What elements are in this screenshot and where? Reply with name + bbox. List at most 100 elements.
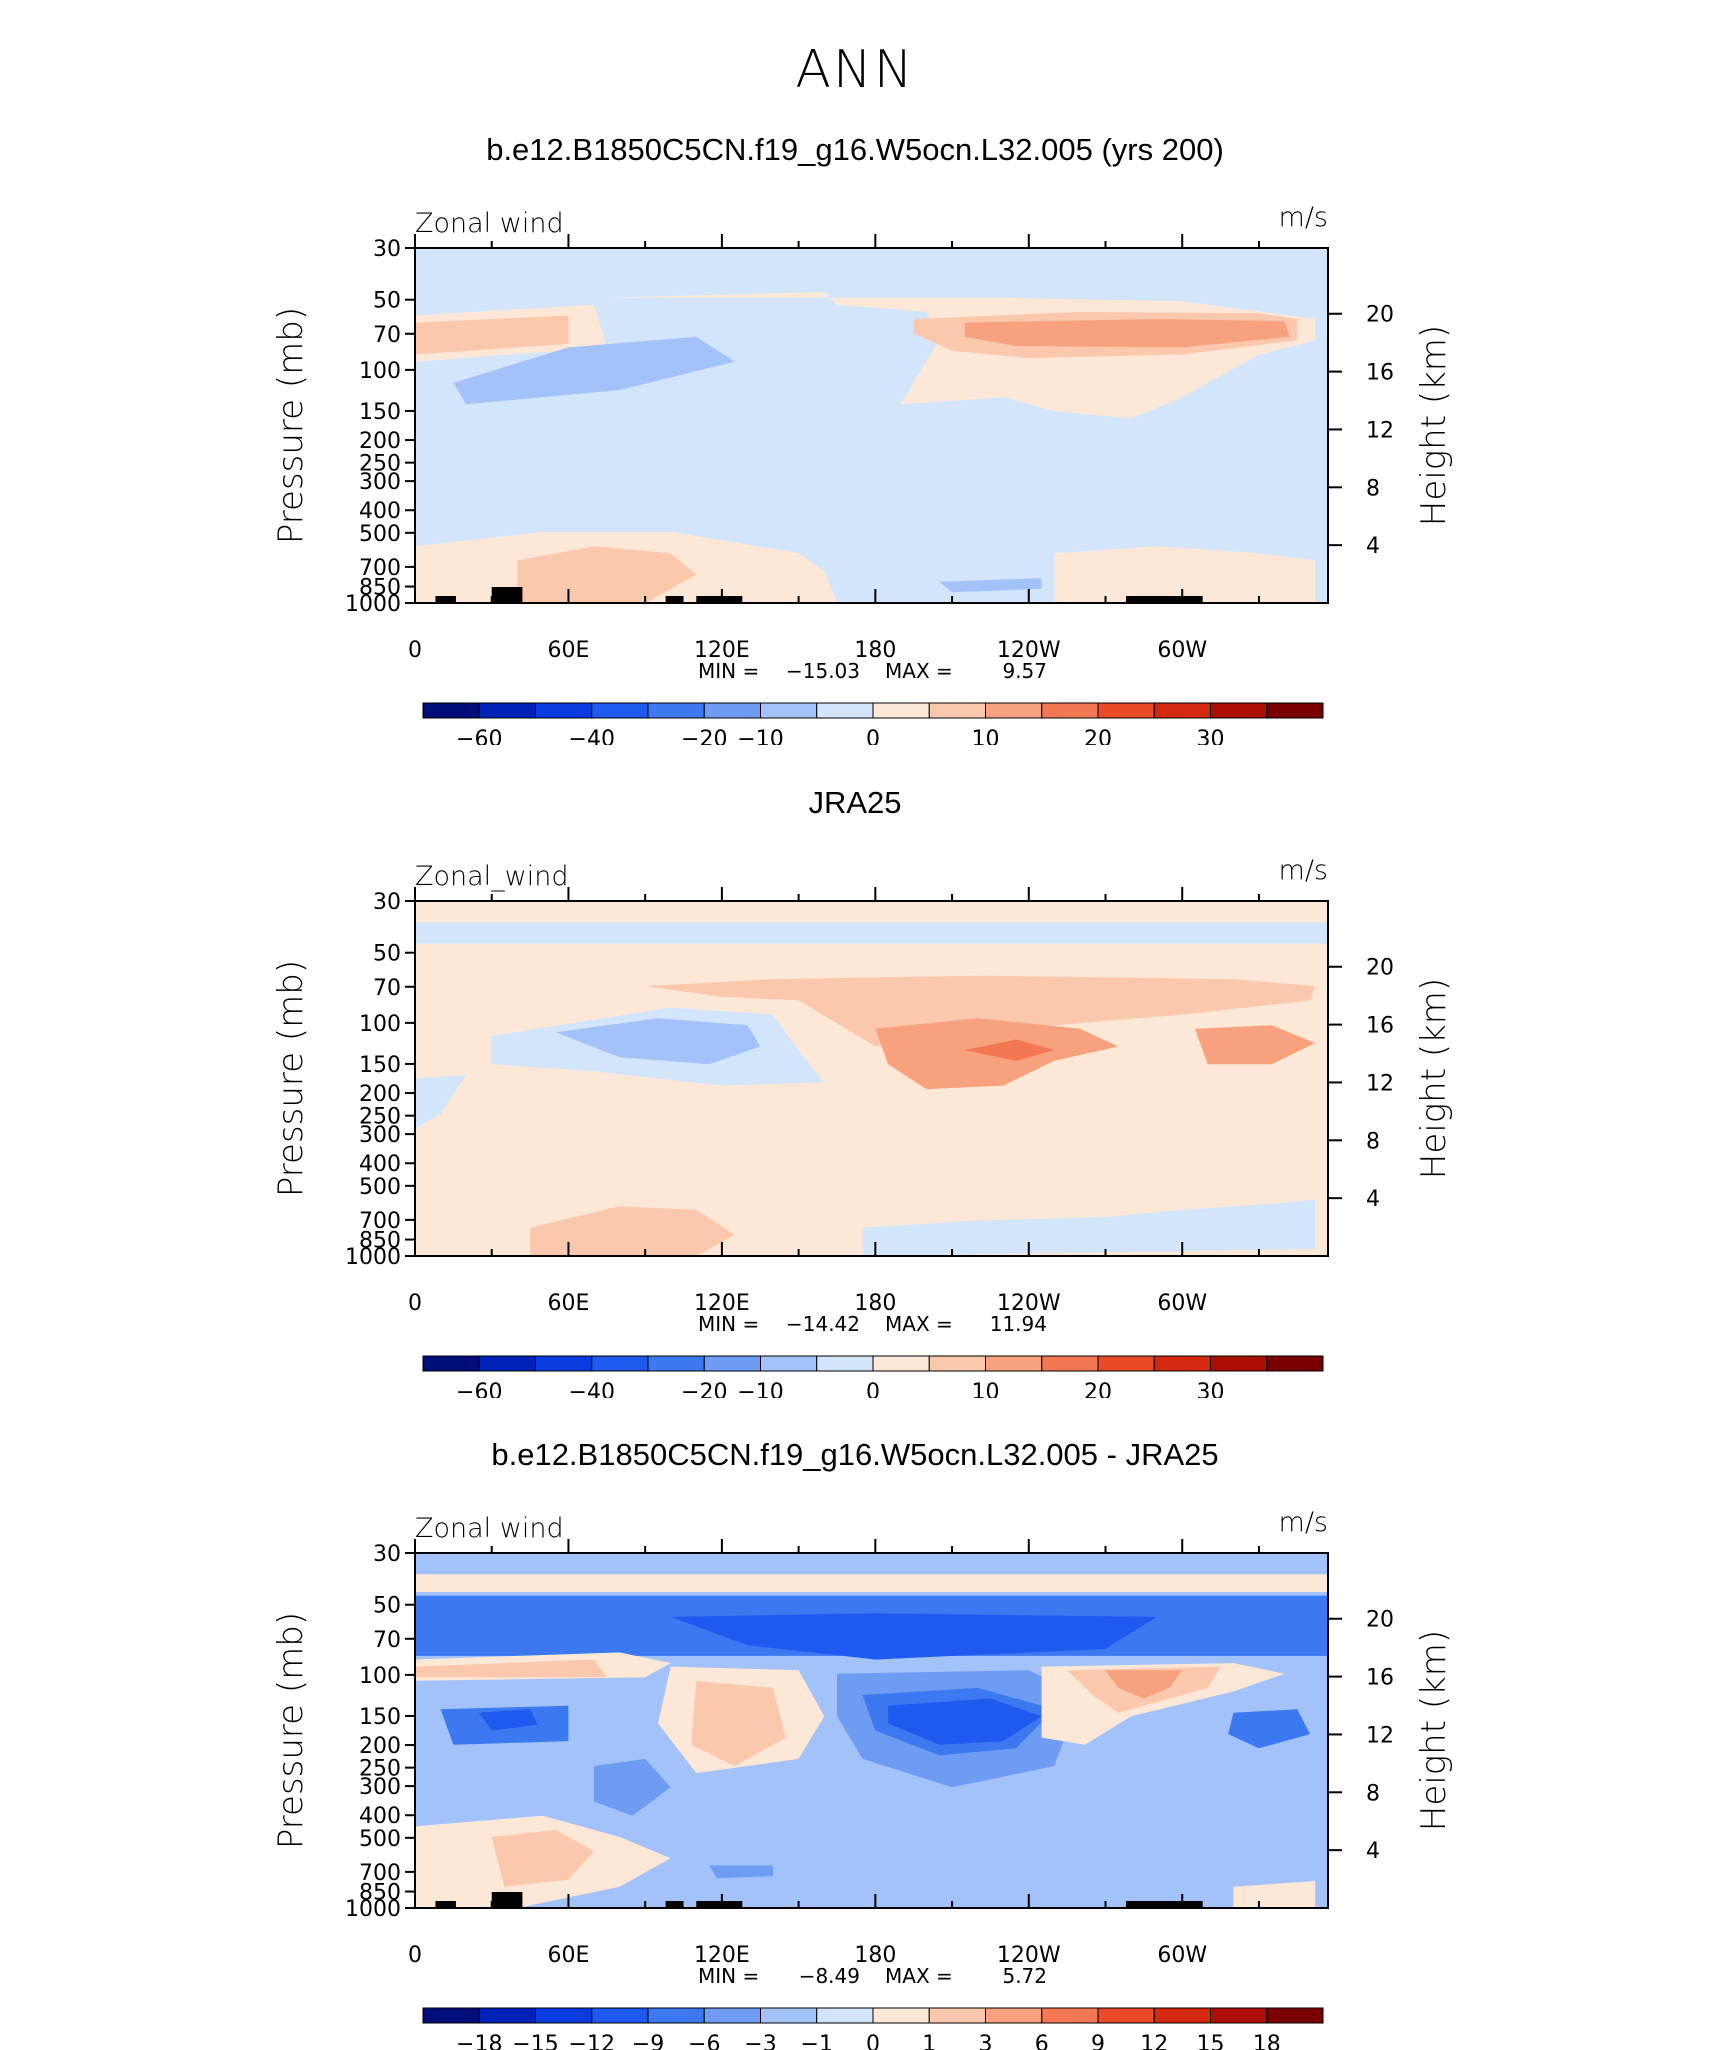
panel-2-contour-region: [964, 1039, 1055, 1061]
panel-3-topography: [696, 1901, 743, 1908]
panel-2-colorbar-swatch: [928, 1355, 986, 1372]
panel-1-min-value: −15.03: [786, 659, 860, 683]
panel-1-colorbar-label: −20: [681, 727, 727, 745]
panel-3-contour-region: [415, 1574, 1328, 1592]
panel-1-contour-region: [964, 319, 1290, 348]
panel-3-contour-region: [594, 1758, 671, 1816]
panel-1-max-value: 9.57: [1002, 659, 1047, 683]
panel-2-height-tick-label: 20: [1366, 956, 1394, 981]
panel-3-x-tick-label: 120E: [694, 1943, 750, 1968]
panel-2-height-tick-label: 8: [1366, 1129, 1380, 1154]
panel-3-contour-region: [691, 1680, 786, 1766]
panel-2-y-tick-label: 50: [373, 942, 401, 967]
panel-2-colorbar-label: −60: [456, 1380, 502, 1398]
panel-3-colorbar-swatch: [647, 2007, 705, 2024]
panel-2-colorbar-swatch: [1266, 1355, 1324, 1372]
panel-1-y-tick-label: 50: [373, 289, 401, 314]
panel-2-y-tick-label: 1000: [345, 1245, 401, 1270]
panel-1-contour-region: [1054, 546, 1316, 603]
panel-3-x-tick-label: 120W: [997, 1943, 1061, 1968]
panel-2-colorbar-swatch: [985, 1355, 1043, 1372]
panel-1-units-label: m/s: [1279, 202, 1328, 233]
panel-2-x-tick-label: 0: [408, 1291, 422, 1316]
panel-3-y-tick-label: 1000: [345, 1897, 401, 1922]
panel-2-x-tick-label: 180: [854, 1291, 896, 1316]
panel-3-colorbar-label: 9: [1091, 2032, 1105, 2050]
panel-2-max-label: MAX =: [885, 1312, 953, 1336]
panel-2-colorbar-swatch: [760, 1355, 818, 1372]
panel-1-height-axis-title: Height (km): [1414, 325, 1454, 526]
panel-3-colorbar-label: −9: [632, 2032, 664, 2050]
panel-3-topography: [491, 1901, 523, 1908]
panel-3-y-tick-label: 70: [373, 1628, 401, 1653]
page-title: ANN: [795, 40, 915, 100]
panel-2-y-tick-label: 100: [359, 1012, 401, 1037]
panel-3-y-tick-label: 500: [359, 1827, 401, 1852]
panel-2-x-tick-label: 60W: [1157, 1291, 1207, 1316]
panel-2-y-tick-label: 500: [359, 1175, 401, 1200]
panel-3-contour-region: [888, 1698, 1042, 1745]
panel-1-colorbar-label: −40: [569, 727, 615, 745]
panel-3-contour-region: [1105, 1670, 1183, 1699]
panel-3-y-tick-label: 150: [359, 1705, 401, 1730]
panel-3-colorbar-label: 18: [1253, 2032, 1281, 2050]
panel-3-x-tick-label: 60W: [1157, 1943, 1207, 1968]
panel-1-colorbar-label: −10: [737, 727, 783, 745]
panel-1-y-axis-title: Pressure (mb): [271, 307, 311, 544]
panel-3-topography: [435, 1901, 456, 1908]
panel-2-y-tick-label: 70: [373, 976, 401, 1001]
panel-1-colorbar-swatch: [422, 702, 480, 719]
panel-2-colorbar-label: 30: [1197, 1380, 1225, 1398]
panel-3-max-label: MAX =: [885, 1964, 953, 1988]
panel-2-field-background: [415, 901, 1328, 1256]
panel-3-contour-region: [1228, 1709, 1311, 1749]
panel-1-x-tick-label: 0: [408, 638, 422, 663]
panel-2-colorbar-swatch: [703, 1355, 761, 1372]
panel-3-colorbar-swatch: [985, 2007, 1043, 2024]
panel-3-colorbar-swatch: [703, 2007, 761, 2024]
panel-3-x-tick-label: 180: [854, 1943, 896, 1968]
panel-2-y-tick-label: 250: [359, 1105, 401, 1130]
panel-3-colorbar-swatch: [1266, 2007, 1324, 2024]
panel-2-y-tick-label: 700: [359, 1209, 401, 1234]
panel-2-colorbar-swatch: [647, 1355, 705, 1372]
panel-3-colorbar-label: 15: [1197, 2032, 1225, 2050]
panel-2-colorbar-swatch: [1097, 1355, 1155, 1372]
panel-3-colorbar-label: 1: [922, 2032, 936, 2050]
panel-1-colorbar-label: 30: [1197, 727, 1225, 745]
panel-2-colorbar-label: −20: [681, 1380, 727, 1398]
panel-1-colorbar-swatch: [478, 702, 536, 719]
panel-1-y-tick-label: 500: [359, 522, 401, 547]
panel-2-x-tick-label: 60E: [547, 1291, 589, 1316]
panel-3-contour-region: [1233, 1881, 1316, 1908]
panel-2-title: JRA25: [808, 785, 902, 820]
panel-2-x-tick-label: 120W: [997, 1291, 1061, 1316]
panel-3-variable-label: Zonal wind: [415, 1513, 564, 1544]
panel-3-height-tick-label: 4: [1366, 1839, 1380, 1864]
panel-3-y-axis-title: Pressure (mb): [271, 1612, 311, 1849]
panel-2-colorbar-swatch: [535, 1355, 593, 1372]
panel-3-colorbar-label: −15: [512, 2032, 558, 2050]
panel-3-units-label: m/s: [1279, 1507, 1328, 1538]
panel-3-colorbar-swatch: [591, 2007, 649, 2024]
panel-3-contour-region: [478, 1709, 538, 1731]
panel-1-plot-frame: [414, 247, 1329, 604]
panel-1-colorbar-label: 0: [866, 727, 880, 745]
panel-3-colorbar-label: 12: [1140, 2032, 1168, 2050]
panel-2-colorbar-label: 20: [1084, 1380, 1112, 1398]
panel-2-y-tick-label: 150: [359, 1053, 401, 1078]
panel-1-topography: [491, 596, 523, 603]
panel-3-colorbar-label: −6: [688, 2032, 720, 2050]
panel-1-height-tick-label: 16: [1366, 361, 1394, 386]
panel-1-topography: [491, 587, 523, 597]
panel-3-y-tick-label: 850: [359, 1881, 401, 1906]
panel-1-contour-region: [415, 315, 569, 355]
panel-3-y-tick-label: 200: [359, 1734, 401, 1759]
panel-1-variable-label: Zonal wind: [415, 208, 564, 239]
panel-2-height-axis-title: Height (km): [1414, 978, 1454, 1179]
panel-2-min-label: MIN =: [698, 1312, 759, 1336]
panel-3-x-tick-label: 0: [408, 1943, 422, 1968]
panel-2-y-tick-label: 200: [359, 1082, 401, 1107]
panel-1-max-label: MAX =: [885, 659, 953, 683]
panel-2-colorbar-label: −10: [737, 1380, 783, 1398]
